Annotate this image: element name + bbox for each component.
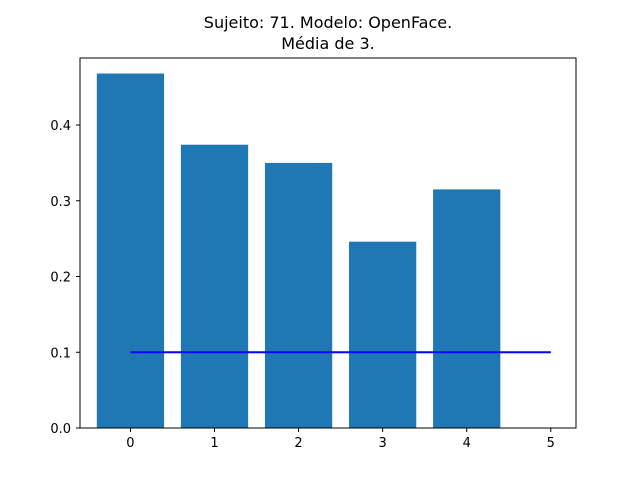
bars-group (96, 73, 501, 428)
chart-subtitle: Média de 3. (281, 34, 375, 53)
x-tick-label-3: 3 (379, 436, 387, 451)
y-tick-label-0.1: 0.1 (50, 346, 71, 361)
bar-0 (96, 73, 165, 428)
x-tick-label-5: 5 (547, 436, 555, 451)
y-tick-label-0.4: 0.4 (50, 119, 71, 134)
y-tick-label-0.3: 0.3 (50, 195, 71, 210)
y-tick-label-0.2: 0.2 (50, 271, 71, 286)
y-tick-label-0: 0.0 (50, 422, 71, 437)
bar-1 (180, 144, 249, 428)
x-axis: 0 1 2 3 4 5 (126, 428, 555, 451)
chart-title: Sujeito: 71. Modelo: OpenFace. (204, 13, 452, 32)
x-tick-label-0: 0 (126, 436, 134, 451)
bar-2 (264, 162, 333, 428)
bar-3 (349, 241, 417, 428)
plot-frame (79, 57, 577, 429)
x-tick-label-1: 1 (210, 436, 218, 451)
x-tick-label-2: 2 (294, 436, 302, 451)
x-tick-label-4: 4 (463, 436, 471, 451)
bar-4 (433, 189, 501, 428)
y-axis: 0.0 0.1 0.2 0.3 0.4 (50, 119, 80, 437)
